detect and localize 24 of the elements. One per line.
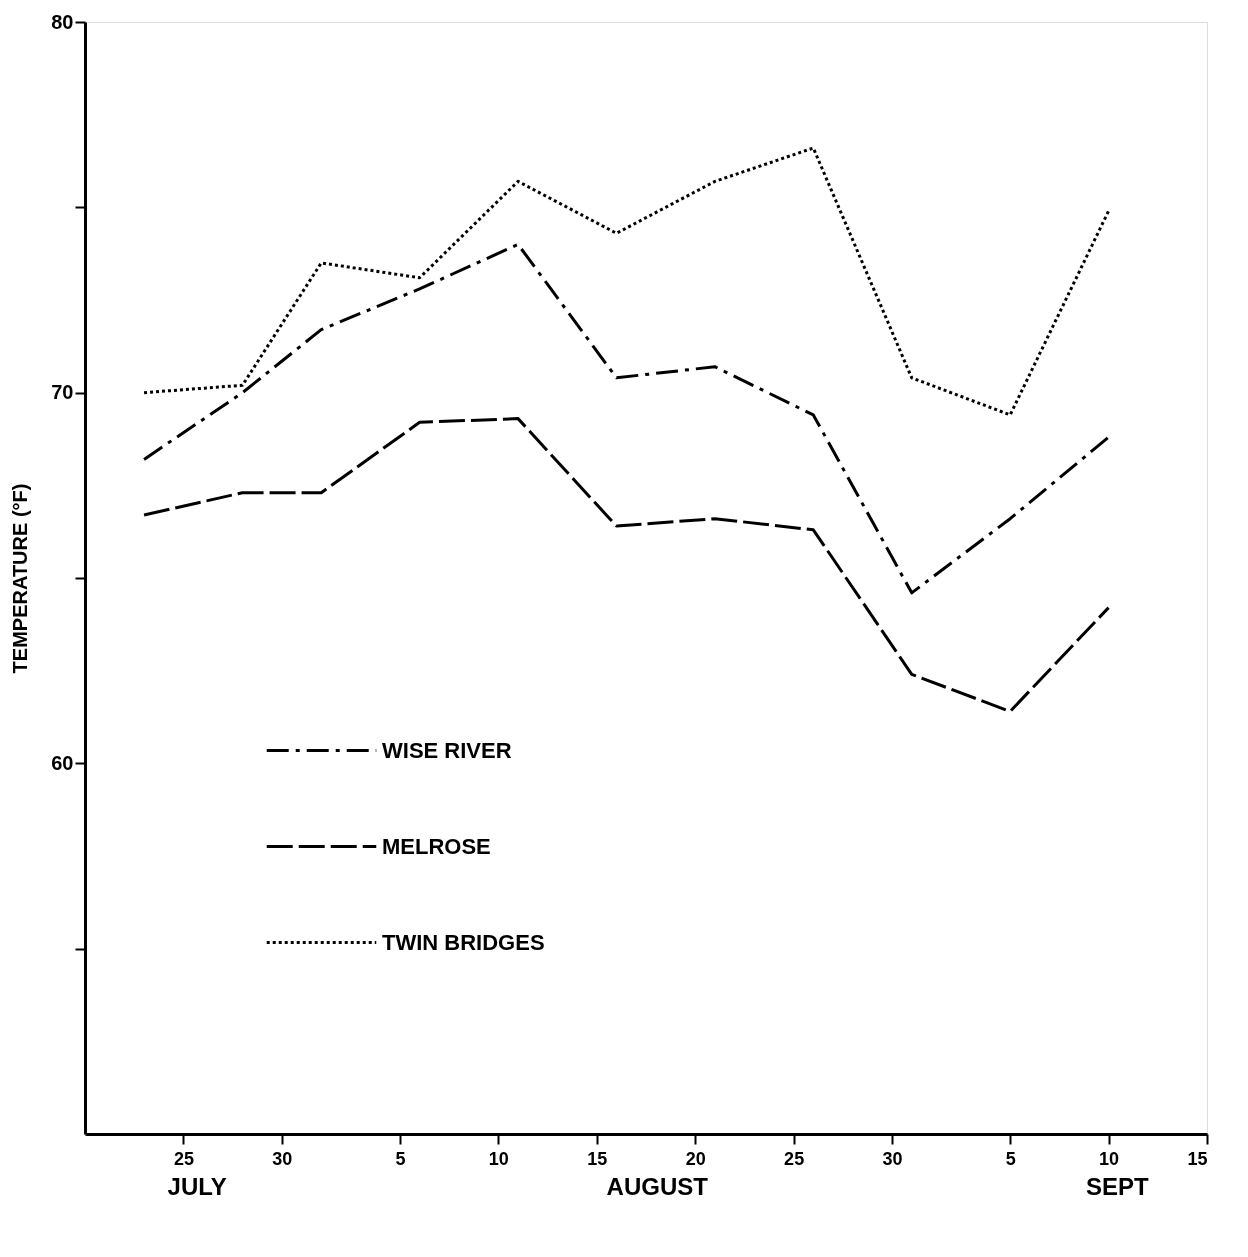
x-tick-label: 10 (1099, 1148, 1120, 1169)
legend-label: WISE RIVER (382, 737, 512, 763)
x-tick-label: 15 (587, 1148, 608, 1169)
text: AUGUST (606, 1173, 709, 1200)
x-tick-label: 30 (882, 1148, 903, 1169)
line-series (142, 417, 1111, 713)
x-tick-label: 5 (395, 1148, 406, 1169)
x-tick-label: 25 (173, 1148, 194, 1169)
y-tick-label: 70 (51, 381, 74, 404)
x-tick-label: 15 (1187, 1148, 1208, 1169)
y-tick-label: 60 (51, 751, 74, 774)
legend-label: MELROSE (382, 833, 491, 859)
y-tick-label: 80 (51, 10, 74, 33)
x-tick-label: 20 (685, 1148, 706, 1169)
x-tick-label: 25 (784, 1148, 805, 1169)
x-tick-label: 5 (1005, 1148, 1016, 1169)
legend-label: TWIN BRIDGES (382, 929, 545, 955)
x-tick-label: 30 (272, 1148, 293, 1169)
line-series (142, 242, 1111, 595)
text: SEPT (1085, 1173, 1149, 1200)
text: JULY (167, 1173, 227, 1200)
x-tick-label: 10 (488, 1148, 509, 1169)
y-axis-title: TEMPERATURE (°F) (9, 483, 32, 674)
line-series (142, 146, 1111, 417)
